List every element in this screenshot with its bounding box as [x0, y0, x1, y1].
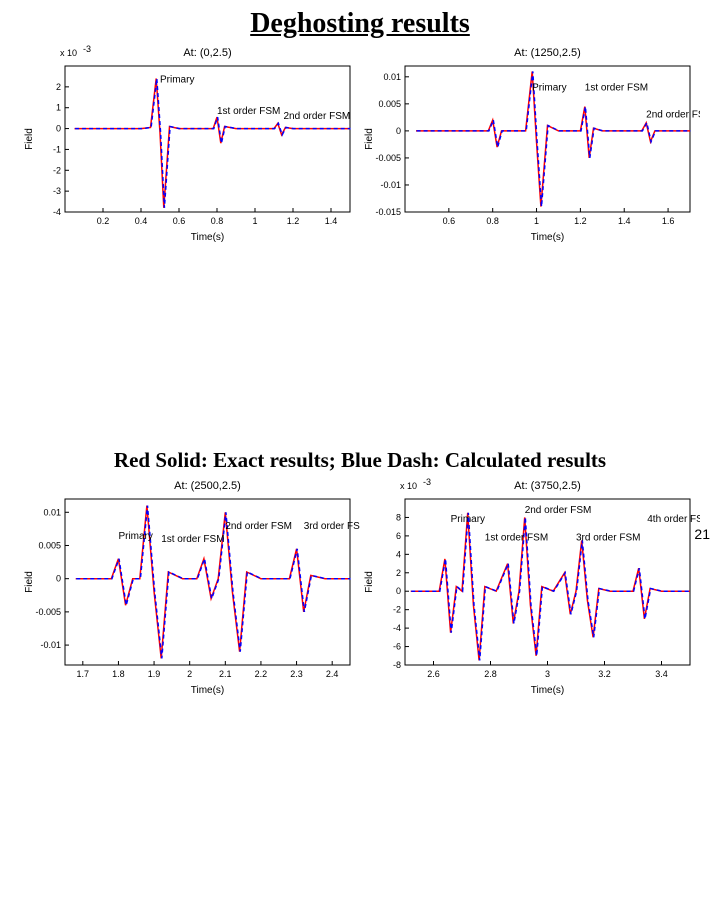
svg-text:0.01: 0.01 [383, 72, 401, 82]
svg-text:-6: -6 [393, 642, 401, 652]
svg-text:1.9: 1.9 [148, 669, 161, 679]
svg-text:2nd order FSM: 2nd order FSM [284, 111, 351, 122]
svg-text:1.7: 1.7 [77, 669, 90, 679]
svg-text:At: (0,2.5): At: (0,2.5) [183, 47, 231, 59]
svg-text:0.6: 0.6 [173, 216, 186, 226]
svg-text:2.4: 2.4 [326, 669, 339, 679]
svg-text:3rd order FSM: 3rd order FSM [304, 521, 360, 532]
svg-text:-0.01: -0.01 [40, 640, 61, 650]
svg-text:0: 0 [396, 126, 401, 136]
svg-text:Primary: Primary [532, 82, 566, 93]
svg-text:0: 0 [56, 574, 61, 584]
chart-grid: At: (0,2.5) x 10 -3 0.2 0.4 0.6 0.8 1 1.2 1.4 -4 -3… [0, 44, 720, 444]
svg-text:6: 6 [396, 531, 401, 541]
svg-text:At: (3750,2.5): At: (3750,2.5) [514, 480, 581, 492]
svg-text:1st order FSM: 1st order FSM [585, 82, 648, 93]
svg-text:0.6: 0.6 [443, 216, 456, 226]
svg-text:Primary: Primary [451, 514, 485, 525]
svg-text:1.4: 1.4 [325, 216, 338, 226]
svg-text:Field: Field [364, 128, 375, 150]
svg-text:2nd order FSM: 2nd order FSM [646, 109, 700, 120]
svg-text:-1: -1 [53, 144, 61, 154]
svg-text:-4: -4 [393, 623, 401, 633]
svg-text:3.4: 3.4 [655, 669, 668, 679]
caption: Red Solid: Exact results; Blue Dash: Cal… [0, 448, 720, 473]
svg-text:0: 0 [56, 124, 61, 134]
svg-text:Time(s): Time(s) [531, 685, 565, 696]
svg-text:-2: -2 [393, 605, 401, 615]
svg-text:-3: -3 [423, 477, 431, 487]
svg-text:2.1: 2.1 [219, 669, 232, 679]
svg-text:-0.015: -0.015 [375, 207, 401, 217]
svg-text:-8: -8 [393, 660, 401, 670]
svg-text:2.6: 2.6 [427, 669, 440, 679]
svg-text:Time(s): Time(s) [191, 232, 225, 243]
svg-text:-0.005: -0.005 [35, 607, 61, 617]
svg-text:2.3: 2.3 [290, 669, 303, 679]
svg-text:2nd order FSM: 2nd order FSM [525, 505, 592, 516]
svg-text:1st order FSM: 1st order FSM [485, 533, 548, 544]
svg-text:4: 4 [396, 549, 401, 559]
svg-text:-0.005: -0.005 [375, 153, 401, 163]
svg-text:2: 2 [56, 82, 61, 92]
svg-text:1: 1 [534, 216, 539, 226]
svg-text:At: (2500,2.5): At: (2500,2.5) [174, 480, 241, 492]
svg-text:0.2: 0.2 [97, 216, 110, 226]
panel-3: At: (2500,2.5) 1.7 1.8 1.9 2 2.1 2.2 2.3 2.4 -0.0… [20, 477, 360, 697]
svg-text:1.6: 1.6 [662, 216, 675, 226]
panel-4: At: (3750,2.5) x 10 -3 2.6 2.8 3 3.2 3.4 -8 -6 -4 -… [360, 477, 700, 697]
svg-text:1: 1 [56, 103, 61, 113]
svg-text:x 10: x 10 [60, 48, 77, 58]
svg-text:3rd order FSM: 3rd order FSM [576, 533, 640, 544]
svg-text:0.8: 0.8 [486, 216, 499, 226]
chart-grid-2: At: (2500,2.5) 1.7 1.8 1.9 2 2.1 2.2 2.3 2.4 -0.0… [0, 477, 720, 917]
svg-text:At: (1250,2.5): At: (1250,2.5) [514, 47, 581, 59]
svg-text:Primary: Primary [160, 75, 194, 86]
svg-text:0.4: 0.4 [135, 216, 148, 226]
svg-text:-3: -3 [83, 44, 91, 54]
svg-text:1.4: 1.4 [618, 216, 631, 226]
svg-text:0.8: 0.8 [211, 216, 224, 226]
svg-text:0.005: 0.005 [38, 540, 61, 550]
svg-text:2: 2 [187, 669, 192, 679]
svg-text:2: 2 [396, 568, 401, 578]
svg-text:Field: Field [364, 571, 375, 593]
svg-text:8: 8 [396, 512, 401, 522]
svg-text:2.2: 2.2 [255, 669, 268, 679]
svg-text:0.01: 0.01 [43, 507, 61, 517]
svg-text:Time(s): Time(s) [531, 232, 565, 243]
svg-text:x 10: x 10 [400, 481, 417, 491]
svg-text:2.8: 2.8 [484, 669, 497, 679]
svg-text:1.8: 1.8 [112, 669, 125, 679]
svg-text:4th order FSM: 4th order FSM [647, 514, 700, 525]
svg-text:3: 3 [545, 669, 550, 679]
panel-2: At: (1250,2.5) 0.6 0.8 1 1.2 1.4 1.6 -0.015 -0.0… [360, 44, 700, 244]
svg-text:0.005: 0.005 [378, 99, 401, 109]
svg-text:Field: Field [24, 128, 35, 150]
svg-text:-3: -3 [53, 186, 61, 196]
svg-text:Field: Field [24, 571, 35, 593]
svg-text:2nd order FSM: 2nd order FSM [225, 521, 292, 532]
svg-text:-4: -4 [53, 207, 61, 217]
svg-text:-0.01: -0.01 [380, 180, 401, 190]
svg-text:1.2: 1.2 [574, 216, 587, 226]
svg-text:1.2: 1.2 [287, 216, 300, 226]
svg-text:Primary: Primary [118, 531, 152, 542]
svg-text:Time(s): Time(s) [191, 685, 225, 696]
svg-text:1: 1 [252, 216, 257, 226]
svg-text:1st order FSM: 1st order FSM [217, 106, 280, 117]
svg-text:0: 0 [396, 586, 401, 596]
panel-1: At: (0,2.5) x 10 -3 0.2 0.4 0.6 0.8 1 1.2 1.4 -4 -3… [20, 44, 360, 244]
svg-text:3.2: 3.2 [598, 669, 611, 679]
page-title: Deghosting results [0, 8, 720, 40]
svg-text:-2: -2 [53, 165, 61, 175]
